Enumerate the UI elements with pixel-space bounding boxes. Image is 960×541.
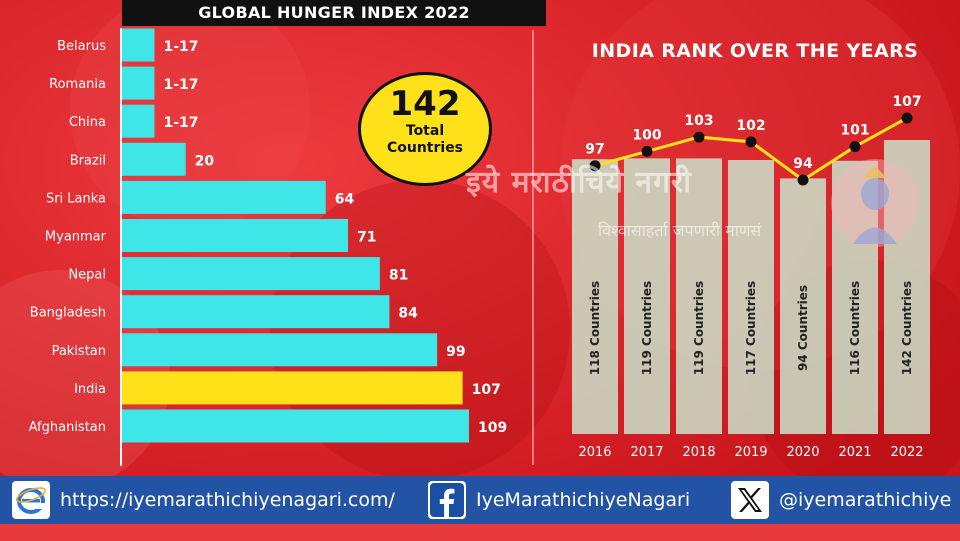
year-label: 2018 <box>682 445 715 460</box>
website-link[interactable]: https://iyemarathichiyenagari.com/ <box>60 489 395 511</box>
category-label: Brazil <box>70 153 106 168</box>
total-countries-badge: 142 Total Countries <box>358 72 492 186</box>
bar-label: 117 Countries <box>744 281 758 375</box>
facebook-f-icon <box>428 481 466 519</box>
category-label: Pakistan <box>52 344 106 359</box>
category-label: India <box>74 382 106 397</box>
bar-romania <box>122 66 155 100</box>
right-chart-title: INDIA RANK OVER THE YEARS <box>591 40 919 62</box>
rank-point <box>745 136 757 148</box>
footer-bar: https://iyemarathichiyenagari.com/ IyeMa… <box>0 476 960 524</box>
total-countries-label: Total Countries <box>386 123 464 156</box>
bar-brazil <box>122 142 186 176</box>
rank-label: 102 <box>736 118 765 134</box>
rank-point <box>641 145 653 157</box>
value-label: 1-17 <box>163 115 198 131</box>
value-label: 84 <box>398 306 418 322</box>
bar-myanmar <box>122 219 349 252</box>
bar-sri-lanka <box>122 180 326 214</box>
twitter-handle[interactable]: @iyemarathichiye <box>779 489 952 511</box>
year-label: 2017 <box>630 445 663 460</box>
rank-label: 103 <box>684 113 713 129</box>
bar-afghanistan <box>122 409 469 443</box>
bar-nepal <box>122 257 380 291</box>
value-label: 20 <box>195 153 215 169</box>
footer-twitter[interactable]: @iyemarathichiye <box>731 481 951 519</box>
bar-label: 142 Countries <box>900 281 914 375</box>
year-label: 2019 <box>734 445 767 460</box>
bar-belarus <box>122 28 155 62</box>
value-label: 1-17 <box>163 77 198 93</box>
rank-point <box>849 141 861 153</box>
rank-label: 101 <box>840 123 869 139</box>
value-label: 99 <box>446 344 465 360</box>
year-label: 2022 <box>890 445 923 460</box>
total-countries-number: 142 <box>389 84 461 124</box>
rank-point <box>797 174 809 186</box>
bar-2019 <box>728 160 774 434</box>
bar-china <box>122 104 155 138</box>
category-label: China <box>69 115 106 130</box>
left-chart-title: GLOBAL HUNGER INDEX 2022 <box>122 0 546 26</box>
rank-label: 100 <box>632 127 661 143</box>
year-label: 2021 <box>838 445 871 460</box>
value-label: 107 <box>472 382 501 398</box>
value-label: 109 <box>478 420 507 436</box>
bar-pakistan <box>122 333 438 367</box>
x-logo-icon <box>731 481 769 519</box>
bar-2018 <box>676 158 722 434</box>
footer-website[interactable]: https://iyemarathichiyenagari.com/ <box>12 481 395 519</box>
watermark-title: इये मराठीचिये नगरी <box>466 165 692 200</box>
hunger-index-bar-chart: Belarus 1-17 Romania 1-17 China 1-17 Brazil 20 S… <box>29 28 507 466</box>
footer-accent-strip <box>0 524 960 541</box>
india-rank-line-chart: 118 Countries 2016 119 Countries 2017 119 Co… <box>572 94 930 460</box>
rank-label: 107 <box>892 94 921 110</box>
bar-2020 <box>780 178 826 434</box>
bar-label: 116 Countries <box>848 281 862 375</box>
bar-2017 <box>624 158 670 434</box>
value-label: 81 <box>389 268 408 284</box>
bar-bangladesh <box>122 295 390 329</box>
value-label: 64 <box>335 191 355 207</box>
category-label: Romania <box>49 77 106 92</box>
year-label: 2020 <box>786 445 819 460</box>
internet-explorer-e-icon <box>12 481 50 519</box>
category-label: Nepal <box>68 268 106 283</box>
bar-2016 <box>572 159 618 434</box>
bar-label: 119 Countries <box>640 281 654 375</box>
bar-label: 118 Countries <box>588 281 602 375</box>
category-label: Belarus <box>57 39 106 54</box>
rank-point <box>901 112 913 124</box>
watermark-subtitle: विश्वासाहर्ता जपणारी माणसं <box>598 221 762 240</box>
rank-label: 94 <box>793 156 813 172</box>
rank-point <box>589 160 601 172</box>
rank-point <box>693 131 705 143</box>
watermark-logo <box>831 159 919 247</box>
rank-label: 97 <box>585 142 604 158</box>
category-label: Sri Lanka <box>46 191 106 206</box>
bar-india <box>122 371 463 405</box>
bar-2022 <box>884 140 930 434</box>
value-label: 71 <box>357 230 376 246</box>
year-label: 2016 <box>578 445 611 460</box>
category-label: Afghanistan <box>29 420 106 435</box>
category-label: Bangladesh <box>30 306 106 321</box>
value-label: 1-17 <box>163 39 198 55</box>
bar-label: 94 Countries <box>796 285 810 371</box>
facebook-handle[interactable]: IyeMarathichiyeNagari <box>476 489 691 511</box>
bar-label: 119 Countries <box>692 281 706 375</box>
footer-facebook[interactable]: IyeMarathichiyeNagari <box>428 481 690 519</box>
category-label: Myanmar <box>45 230 107 245</box>
